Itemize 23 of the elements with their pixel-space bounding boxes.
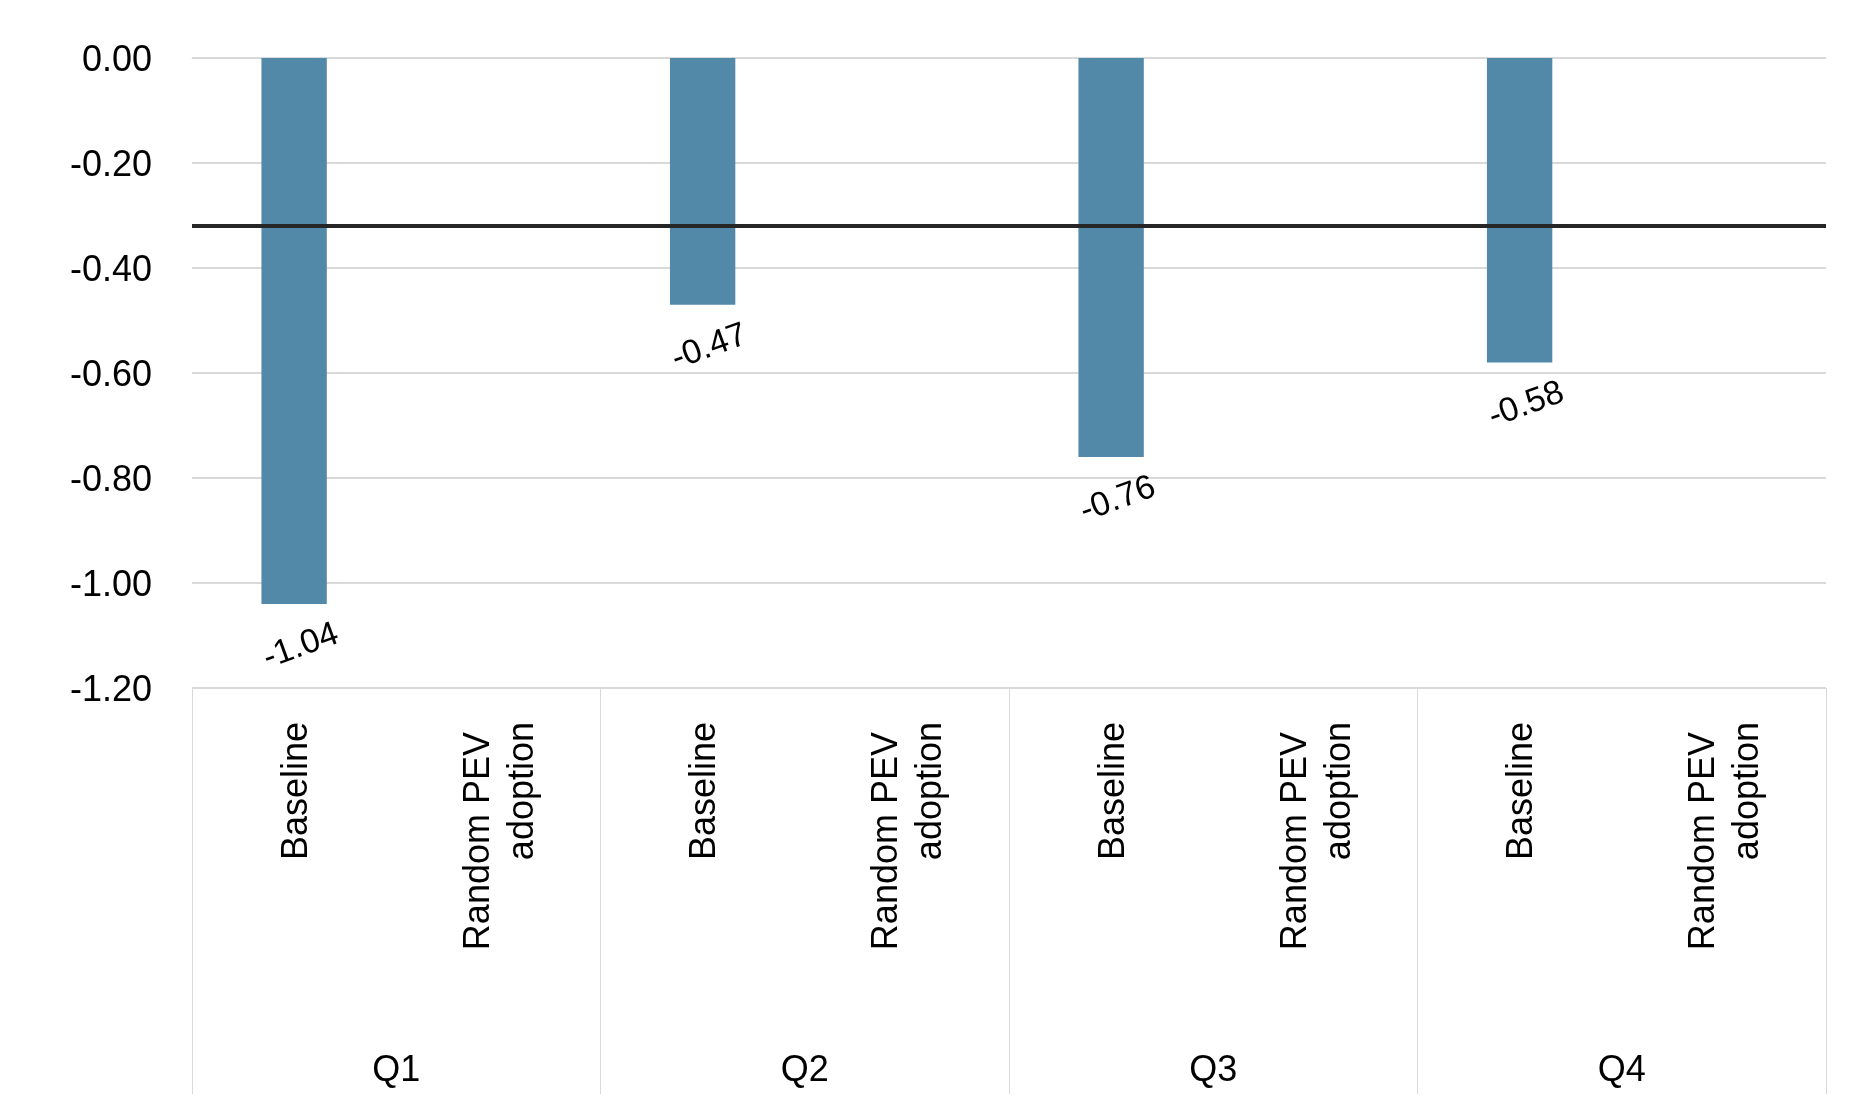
text: Q4	[1597, 1047, 1646, 1089]
x-tick-label: Baseline	[1499, 722, 1541, 861]
y-tick-label: -0.40	[69, 247, 152, 289]
x-tick-label: Random PEV adoption	[1272, 722, 1358, 951]
x-tick-label: Baseline	[682, 722, 724, 861]
text: Q2	[780, 1047, 829, 1089]
x-tick-label: Random PEV adoption	[864, 722, 950, 951]
data-label: -0.58	[1482, 371, 1569, 434]
text: Q1	[372, 1047, 421, 1089]
y-tick-label: -0.80	[69, 457, 152, 499]
y-tick-label: -0.20	[69, 142, 152, 184]
data-label: -0.47	[665, 313, 752, 376]
text: Q3	[1189, 1047, 1238, 1089]
y-tick-label: -0.60	[69, 352, 152, 394]
y-tick-label: -1.20	[69, 667, 152, 709]
data-label: -0.76	[1074, 465, 1160, 529]
y-tick-label: 0.00	[81, 37, 152, 79]
x-tick-label: Random PEV adoption	[1681, 722, 1767, 951]
data-label: -1.04	[257, 612, 343, 676]
y-tick-label: -1.00	[69, 562, 152, 604]
x-tick-label: Baseline	[1090, 722, 1132, 861]
x-tick-label: Baseline	[273, 722, 315, 861]
x-tick-label: Random PEV adoption	[455, 722, 541, 951]
